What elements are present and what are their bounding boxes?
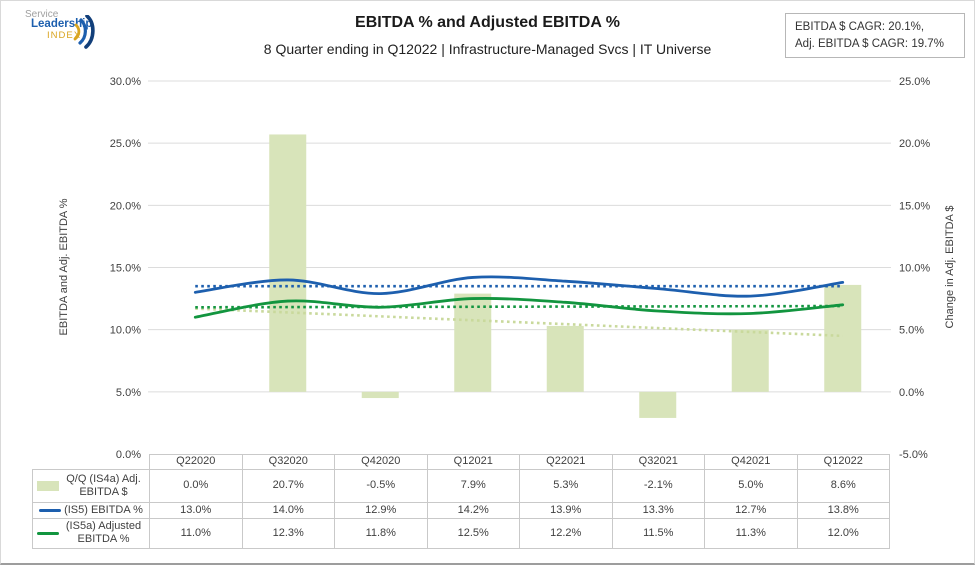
right-axis-title: Change in Adj. EBITDA $ (944, 206, 956, 329)
right-axis-tick-label: 5.0% (899, 325, 924, 337)
table-header-row: Q22020 Q32020 Q42020 Q12021 Q22021 Q32021 Q420… (33, 454, 890, 470)
logo-service-text: Service (25, 9, 59, 20)
table-cell: 5.0% (704, 469, 798, 503)
table-cell: 11.5% (611, 518, 705, 549)
left-axis-title: EBITDA and Adj. EBITDA % (58, 198, 70, 335)
right-axis-tick-label: 0.0% (899, 387, 924, 399)
table-header-cell: Q32021 (611, 454, 705, 470)
cagr-line-1: EBITDA $ CAGR: 20.1%, (795, 21, 925, 33)
table-header-cell: Q32020 (241, 454, 335, 470)
line-ebitda (193, 275, 845, 298)
legend-label: Q/Q (IS4a) Adj. EBITDA $ (66, 472, 141, 498)
legend-key-bar-swatch (36, 481, 59, 491)
legend-cell: Q/Q (IS4a) Adj. EBITDA $ (32, 469, 150, 503)
left-axis-tick-label: 5.0% (116, 387, 141, 399)
table-cell: 11.3% (704, 518, 798, 549)
trendline-dotted (195, 304, 843, 309)
table-cell: 13.3% (611, 501, 705, 520)
left-axis-tick-label: 20.0% (110, 200, 141, 212)
table-corner-cell (33, 455, 150, 470)
table-header-cell: Q12022 (796, 454, 890, 470)
bar-qq-adj-ebitda (731, 329, 769, 392)
line-adjusted-ebitda (193, 297, 845, 319)
cagr-callout-box: EBITDA $ CAGR: 20.1%, Adj. EBITDA $ CAGR… (785, 13, 965, 59)
legend-key-ebitda-line (39, 509, 62, 513)
table-cell: 11.0% (149, 518, 243, 549)
table-cell: 12.2% (519, 518, 613, 549)
trendline-dotted (195, 307, 843, 338)
table-header-cell: Q42021 (704, 454, 798, 470)
table-cell: 12.3% (241, 518, 335, 549)
table-cell: -0.5% (334, 469, 428, 503)
legend-cell: (IS5a) Adjusted EBITDA % (32, 518, 150, 549)
right-axis-tick-label: 10.0% (899, 263, 930, 275)
left-axis-tick-label: 25.0% (110, 138, 141, 150)
table-cell: 14.2% (426, 501, 520, 520)
left-axis-tick-label: 10.0% (110, 325, 141, 337)
table-cell: 7.9% (426, 469, 520, 503)
bar-qq-adj-ebitda (546, 325, 584, 392)
table-header-cell: Q22020 (149, 454, 243, 470)
table-cell: 8.6% (796, 469, 890, 503)
chart-data-table: Q22020 Q32020 Q42020 Q12021 Q22021 Q32021 Q420… (32, 454, 890, 549)
page-title: EBITDA % and Adjusted EBITDA % (355, 14, 620, 31)
table-cell: -2.1% (611, 469, 705, 503)
bar-qq-adj-ebitda (639, 391, 677, 418)
legend-label: (IS5) EBITDA % (64, 504, 143, 516)
table-row: (IS5) EBITDA % 13.0% 14.0% 12.9% 14.2% 13.9% 1… (32, 501, 890, 520)
legend-label: (IS5a) Adjusted EBITDA % (65, 520, 142, 546)
bar-qq-adj-ebitda (269, 134, 307, 392)
table-cell: 12.5% (426, 518, 520, 549)
table-cell: 20.7% (241, 469, 335, 503)
table-cell: 12.7% (704, 501, 798, 520)
page-subtitle: 8 Quarter ending in Q12022 | Infrastruct… (263, 41, 712, 57)
legend-cell: (IS5) EBITDA % (32, 501, 150, 520)
legend-key-adj-ebitda-line (36, 531, 59, 535)
table-row: (IS5a) Adjusted EBITDA % 11.0% 12.3% 11.8% 1… (32, 518, 890, 549)
logo-index-text: INDEX (47, 30, 82, 41)
right-axis-tick-label: 20.0% (899, 138, 930, 150)
right-axis-tick-label: -5.0% (899, 449, 928, 461)
right-axis-tick-label: 15.0% (899, 200, 930, 212)
table-header-cell: Q22021 (519, 454, 613, 470)
service-leadership-logo: Service Leadership INDEX (11, 7, 99, 51)
table-cell: 13.8% (796, 501, 890, 520)
table-cell: 13.9% (519, 501, 613, 520)
table-cell: 14.0% (241, 501, 335, 520)
table-cell: 13.0% (149, 501, 243, 520)
table-cell: 5.3% (519, 469, 613, 503)
bar-qq-adj-ebitda (454, 293, 492, 392)
table-header-cell: Q42020 (334, 454, 428, 470)
bar-qq-adj-ebitda (824, 284, 862, 392)
right-axis-tick-label: 25.0% (899, 76, 930, 88)
cagr-line-2: Adj. EBITDA $ CAGR: 19.7% (795, 37, 944, 50)
table-cell: 0.0% (149, 469, 243, 503)
left-axis-tick-label: 15.0% (110, 263, 141, 275)
table-cell: 12.0% (796, 518, 890, 549)
left-axis-tick-label: 30.0% (110, 76, 141, 88)
table-header-cell: Q12021 (426, 454, 520, 470)
table-row: Q/Q (IS4a) Adj. EBITDA $ 0.0% 20.7% -0.5% 7.… (32, 469, 890, 503)
bar-qq-adj-ebitda (361, 391, 399, 399)
table-cell: 12.9% (334, 501, 428, 520)
table-cell: 11.8% (334, 518, 428, 549)
logo-swoosh-icon (73, 15, 95, 49)
